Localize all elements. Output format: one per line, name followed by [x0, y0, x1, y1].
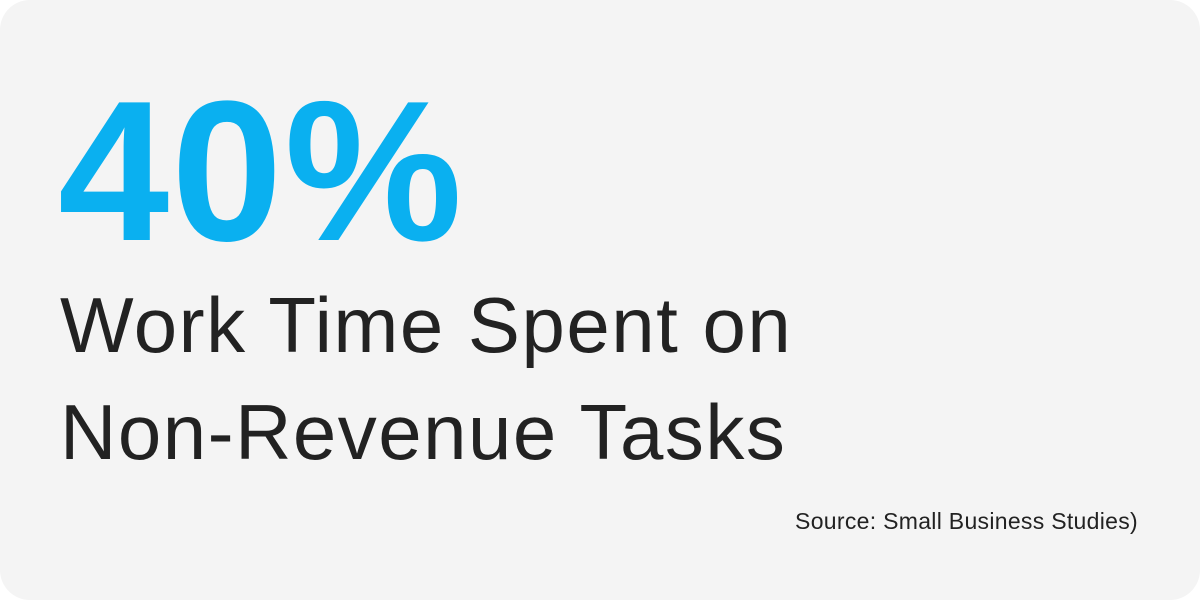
source-note: Source: Small Business Studies) — [795, 508, 1138, 534]
description-line-1: Work Time Spent on — [60, 281, 793, 369]
stat-value: 40% — [58, 60, 465, 283]
description-line-2: Non-Revenue Tasks — [60, 388, 787, 476]
stat-description: Work Time Spent on Non-Revenue Tasks — [60, 272, 792, 486]
